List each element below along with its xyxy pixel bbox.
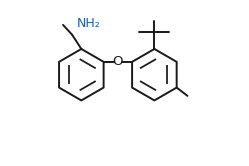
Text: NH₂: NH₂ [76, 17, 100, 30]
Text: O: O [113, 55, 123, 68]
